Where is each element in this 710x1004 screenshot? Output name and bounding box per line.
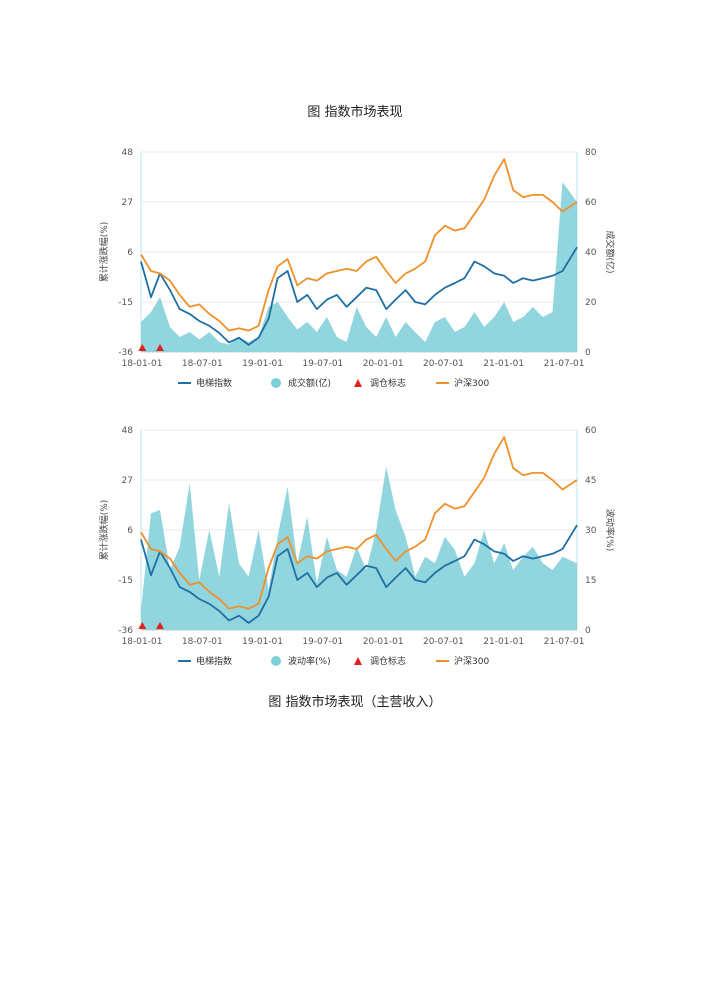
- y-left-tick-label: -36: [118, 626, 133, 636]
- legend-label: 沪深300: [454, 655, 489, 667]
- legend-triangle-swatch: [354, 657, 362, 665]
- area-series: [141, 182, 577, 352]
- y-left-tick-label: -15: [118, 576, 133, 586]
- legend-label: 调仓标志: [370, 655, 406, 667]
- x-tick-label: 21-01-01: [483, 637, 524, 647]
- elevator-index-line: [140, 246, 578, 346]
- x-tick-label: 21-01-01: [483, 359, 524, 369]
- y-left-tick-label: -36: [118, 348, 133, 358]
- rebalance-marker: [156, 344, 165, 351]
- y-right-tick-label: 40: [585, 248, 597, 258]
- legend-label: 成交额(亿): [288, 377, 331, 389]
- area-series: [141, 466, 577, 630]
- y-left-tick-label: -15: [118, 298, 133, 308]
- y-left-axis-title: 累计涨跌幅(%): [98, 222, 110, 283]
- x-tick-label: 19-07-01: [302, 637, 343, 647]
- x-tick-label: 20-07-01: [423, 637, 464, 647]
- rebalance-marker: [138, 344, 147, 351]
- y-right-tick-label: 15: [585, 576, 596, 586]
- volatility-chart: 48 60 27 45 6 30 -15 15 -36 0 18-01-01 18-07-01 19-0…: [98, 426, 616, 667]
- y-right-tick-label: 80: [585, 148, 597, 158]
- rebalance-marker: [156, 622, 165, 629]
- legend-label: 电梯指数: [196, 655, 232, 667]
- y-left-tick-label: 48: [122, 426, 134, 436]
- y-left-tick-label: 48: [122, 148, 134, 158]
- legend-label: 沪深300: [454, 377, 489, 389]
- y-right-tick-label: 60: [585, 426, 597, 436]
- x-tick-label: 19-07-01: [302, 359, 343, 369]
- y-left-axis-title: 累计涨跌幅(%): [98, 500, 110, 561]
- hs300-line: [140, 436, 578, 610]
- page-subtitle: 图 指数市场表现（主营收入）: [268, 695, 442, 710]
- legend-label: 调仓标志: [370, 377, 406, 389]
- x-tick-label: 18-01-01: [122, 359, 163, 369]
- y-right-tick-label: 0: [585, 348, 591, 358]
- legend-dot-swatch: [271, 656, 281, 666]
- x-tick-label: 20-07-01: [423, 359, 464, 369]
- x-tick-label: 18-07-01: [182, 359, 223, 369]
- y-right-tick-label: 20: [585, 298, 597, 308]
- x-tick-label: 20-01-01: [363, 359, 404, 369]
- y-right-axis-title: 波动率(%): [604, 509, 616, 552]
- x-tick-label: 19-01-01: [242, 637, 283, 647]
- y-left-tick-label: 6: [127, 248, 133, 258]
- y-right-tick-label: 60: [585, 198, 597, 208]
- hs300-line: [140, 158, 578, 332]
- x-tick-label: 19-01-01: [242, 359, 283, 369]
- y-left-tick-label: 6: [127, 526, 133, 536]
- legend-dot-swatch: [271, 378, 281, 388]
- x-tick-label: 21-07-01: [544, 359, 585, 369]
- y-right-tick-label: 0: [585, 626, 591, 636]
- y-right-tick-label: 45: [585, 476, 596, 486]
- rebalance-marker: [138, 622, 147, 629]
- y-left-tick-label: 27: [122, 198, 133, 208]
- x-tick-label: 18-01-01: [122, 637, 163, 647]
- x-tick-label: 21-07-01: [544, 637, 585, 647]
- elevator-index-line: [140, 524, 578, 624]
- y-left-tick-label: 27: [122, 476, 133, 486]
- legend-label: 电梯指数: [196, 377, 232, 389]
- y-right-axis-title: 成交额(亿): [604, 230, 616, 273]
- legend-triangle-swatch: [354, 379, 362, 387]
- x-tick-label: 18-07-01: [182, 637, 223, 647]
- legend-label: 波动率(%): [288, 655, 331, 667]
- y-right-tick-label: 30: [585, 526, 597, 536]
- page-title: 图 指数市场表现: [307, 105, 403, 120]
- x-tick-label: 20-01-01: [363, 637, 404, 647]
- turnover-chart: 48 80 27 60 6 40 -15 20 -36 0 18-01-01 18-07-01 19-0…: [98, 148, 616, 389]
